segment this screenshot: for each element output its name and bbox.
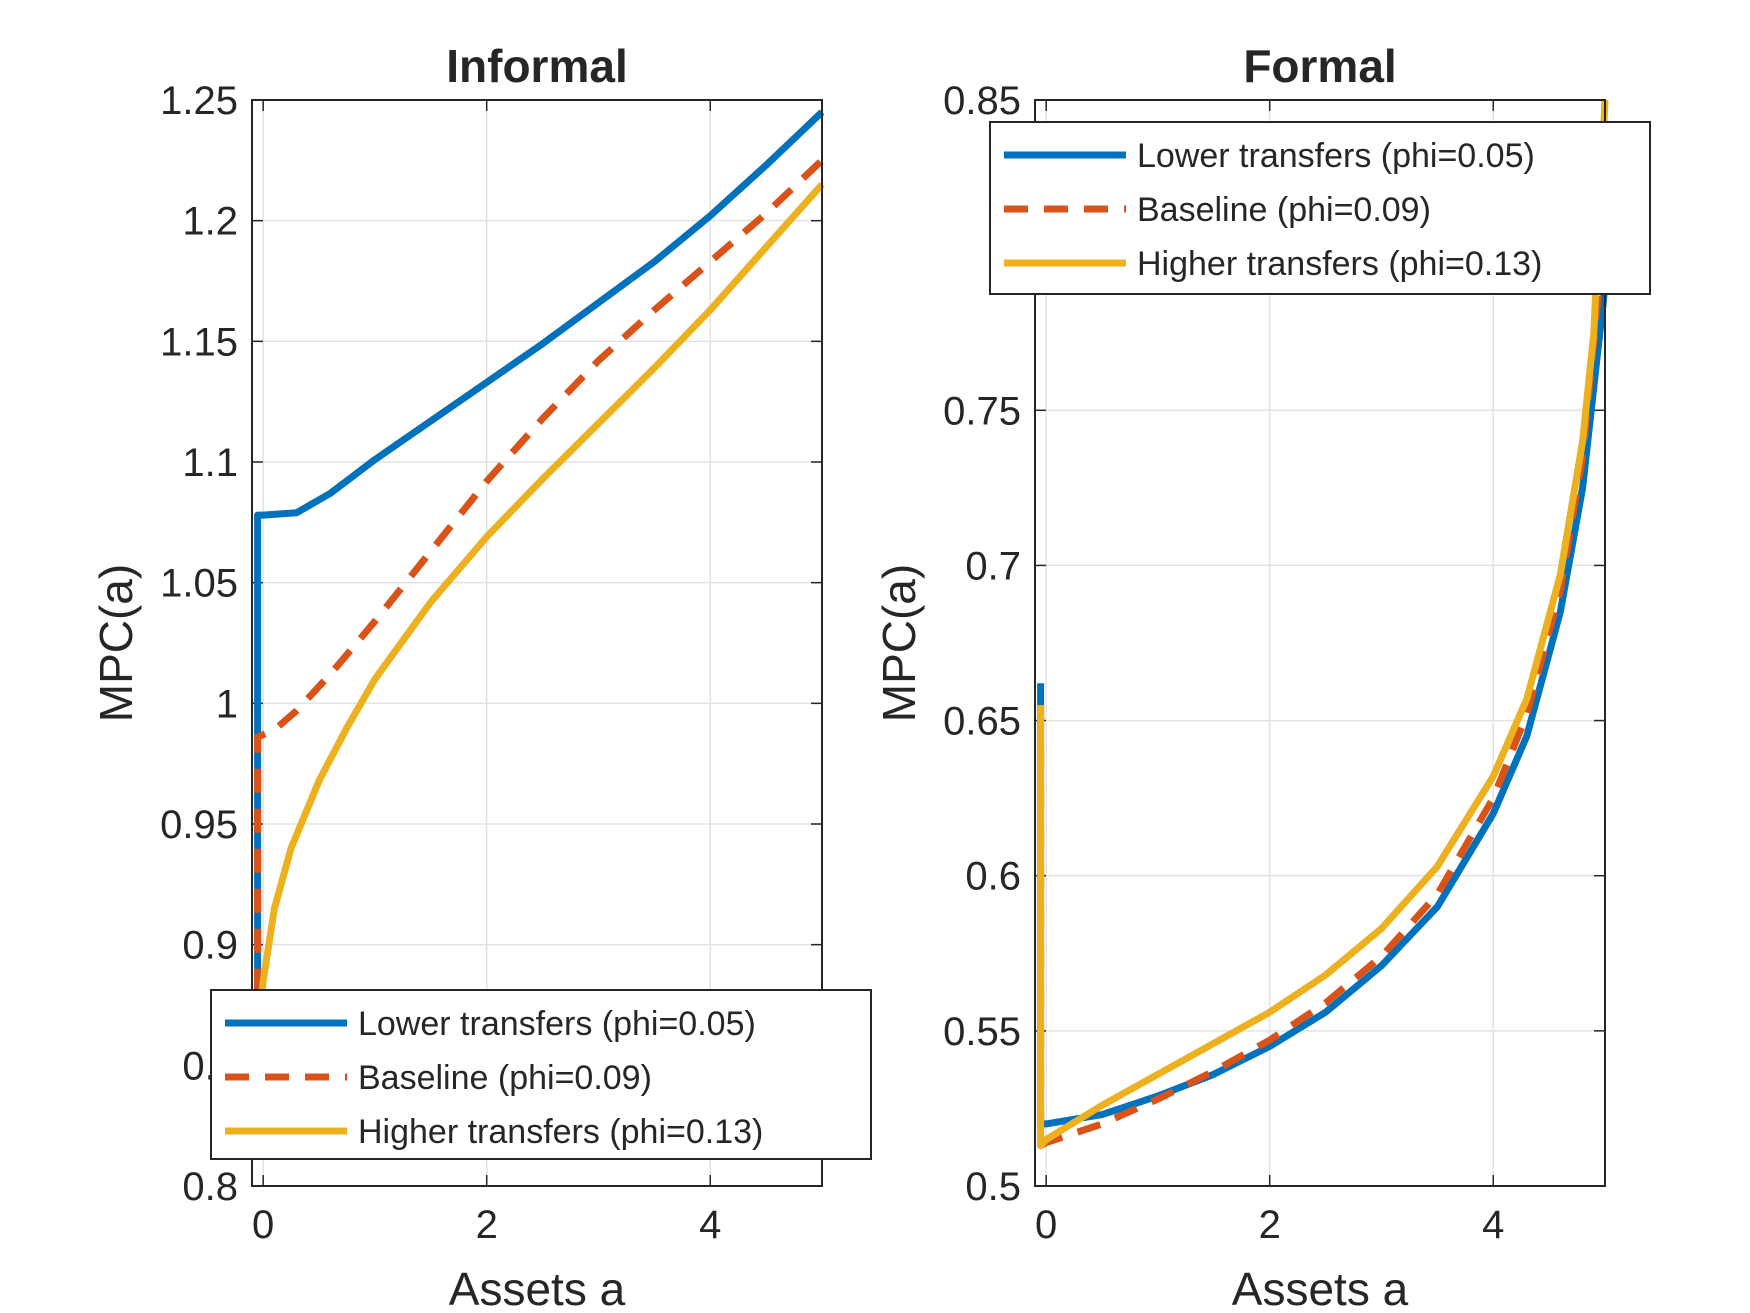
y-tick-label: 0.9: [182, 924, 238, 968]
x-tick-label: 0: [252, 1203, 274, 1247]
y-tick-label: 0.75: [943, 389, 1021, 433]
x-tick-label: 2: [1259, 1203, 1281, 1247]
axes-box: [1034, 99, 1606, 1187]
series-line-3: [1037, 99, 1609, 1150]
y-tick-label: 0.65: [943, 700, 1021, 744]
chart-title: Informal: [446, 40, 627, 92]
legend-label-1: Lower transfers (phi=0.05): [358, 1005, 756, 1043]
series-line-3: [254, 182, 825, 1042]
x-axis-label: Assets a: [1232, 1263, 1409, 1313]
x-tick-label: 4: [699, 1203, 721, 1247]
subplot-formal: 0240.50.550.60.650.70.750.0.85FormalAsse…: [873, 40, 1651, 1313]
subplot-informal: 0240.80.80.90.9511.051.11.151.21.25Infor…: [90, 40, 872, 1313]
y-tick-label: 1: [216, 682, 238, 726]
y-tick-label: 1.15: [160, 320, 238, 364]
legend-label-2: Baseline (phi=0.09): [1137, 191, 1431, 229]
y-tick-label: 0.5: [965, 1165, 1021, 1209]
legend-label-1: Lower transfers (phi=0.05): [1137, 137, 1535, 175]
legend: Lower transfers (phi=0.05) Baseline (phi=…: [989, 121, 1651, 295]
chart-title: Formal: [1243, 40, 1396, 92]
y-tick-label: 0.95: [160, 803, 238, 847]
series-line-1: [1037, 285, 1609, 1128]
series-line-2: [1037, 223, 1609, 1150]
y-tick-label: 0.55: [943, 1010, 1021, 1054]
x-tick-label: 0: [1035, 1203, 1057, 1247]
x-axis-label: Assets a: [449, 1263, 626, 1313]
y-tick-label: 0.6: [965, 855, 1021, 899]
legend-label-2: Baseline (phi=0.09): [358, 1059, 652, 1097]
x-tick-label: 2: [476, 1203, 498, 1247]
y-axis-label: MPC(a): [90, 564, 142, 722]
y-tick-label: 1.1: [182, 441, 238, 485]
y-tick-label: 1.25: [160, 79, 238, 123]
y-tick-label: 0.85: [943, 79, 1021, 123]
legend-label-3: Higher transfers (phi=0.13): [1137, 245, 1542, 283]
axes-box: [251, 99, 823, 1187]
x-tick-label: 4: [1482, 1203, 1504, 1247]
y-tick-label: 0.8: [182, 1165, 238, 1209]
y-axis-label: MPC(a): [873, 564, 925, 722]
legend: Lower transfers (phi=0.05) Baseline (phi=…: [210, 989, 872, 1160]
legend-label-3: Higher transfers (phi=0.13): [358, 1113, 763, 1151]
y-tick-label: 1.2: [182, 200, 238, 244]
y-tick-label: 1.05: [160, 562, 238, 606]
y-tick-label: 0.7: [965, 544, 1021, 588]
series-line-2: [254, 157, 825, 993]
series-line-1: [254, 109, 825, 1090]
